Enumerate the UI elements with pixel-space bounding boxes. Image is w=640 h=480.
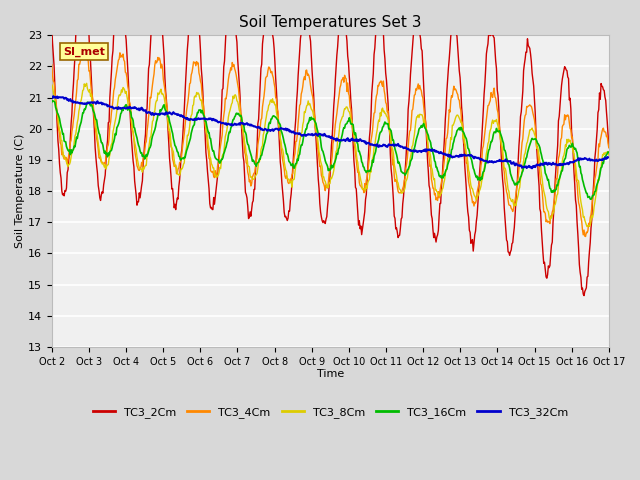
Y-axis label: Soil Temperature (C): Soil Temperature (C) (15, 134, 25, 248)
Text: SI_met: SI_met (63, 46, 105, 57)
Title: Soil Temperatures Set 3: Soil Temperatures Set 3 (239, 15, 422, 30)
Legend: TC3_2Cm, TC3_4Cm, TC3_8Cm, TC3_16Cm, TC3_32Cm: TC3_2Cm, TC3_4Cm, TC3_8Cm, TC3_16Cm, TC3… (88, 402, 572, 422)
X-axis label: Time: Time (317, 370, 344, 379)
